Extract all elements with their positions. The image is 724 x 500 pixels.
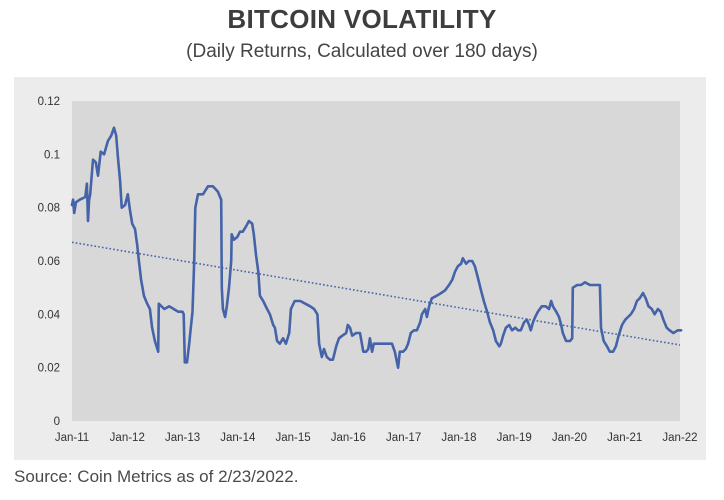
x-tick-label: Jan-16: [331, 432, 366, 444]
x-tick-label: Jan-14: [220, 432, 256, 444]
trend-line: [71, 241, 681, 346]
y-tick-label: 0.08: [38, 203, 60, 215]
source-note: Source: Coin Metrics as of 2/23/2022.: [14, 467, 299, 486]
x-tick-label: Jan-21: [607, 432, 642, 444]
x-tick-label: Jan-12: [110, 432, 145, 444]
chart-title: BITCOIN VOLATILITY: [227, 4, 497, 34]
x-tick-label: Jan-13: [165, 432, 200, 444]
x-tick-label: Jan-11: [55, 432, 89, 444]
y-tick-label: 0.02: [38, 363, 60, 375]
x-tick-label: Jan-19: [497, 432, 532, 444]
x-tick-label: Jan-22: [662, 432, 697, 444]
volatility-line: [70, 126, 683, 370]
y-tick-label: 0.1: [44, 149, 60, 161]
x-tick-label: Jan-18: [441, 432, 476, 444]
series-layer: [70, 126, 683, 370]
x-tick-label: Jan-20: [552, 432, 587, 444]
x-axis-ticks: Jan-11 Jan-12 Jan-13 Jan-14 Jan-15 Jan-16 Jan-…: [55, 432, 698, 444]
x-tick-label: Jan-15: [276, 432, 311, 444]
y-tick-label: 0.06: [38, 256, 60, 268]
plot-area: [72, 101, 680, 421]
y-tick-label: 0.12: [38, 96, 60, 108]
x-tick-label: Jan-17: [386, 432, 421, 444]
chart-subtitle: (Daily Returns, Calculated over 180 days…: [186, 41, 538, 62]
y-tick-label: 0.04: [38, 309, 61, 321]
y-axis-ticks: 0 0.02 0.04 0.06 0.08 0.1 0.12: [38, 96, 61, 428]
y-tick-label: 0: [54, 416, 60, 428]
